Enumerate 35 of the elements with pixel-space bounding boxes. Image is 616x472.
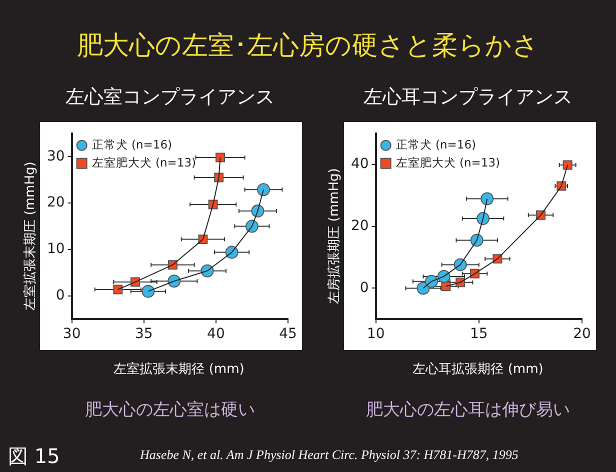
point [257,183,270,196]
x-tick-label: 15 [470,326,488,342]
chart-title: 左心耳コンプライアンス [364,85,572,110]
legend-label: 左室肥大犬 (n=13) [92,155,196,170]
legend-label: 左室肥大犬 (n=13) [396,155,500,170]
y-tick-label: 20 [350,218,369,234]
caption: 図 15 [8,443,60,470]
y-axis-title: 左房拡張期圧 (mmHg) [326,168,343,304]
chart-title: 左心室コンプライアンス [66,85,274,110]
legend-label: 正常犬 (n=16) [92,137,172,152]
legend-label: 正常犬 (n=16) [396,137,476,152]
x-axis-title: 左室拡張末期径 (mm) [114,361,244,378]
y-tick-label: 10 [46,241,65,258]
point [216,152,226,162]
y-tick-label: 20 [46,194,65,211]
y-tick-label: 0 [56,288,65,304]
point [562,160,572,170]
y-tick-label: 0 [360,280,369,296]
y-tick-label: 40 [350,156,369,172]
x-axis-title: 左心耳拡張期径 (mm) [412,361,544,378]
point [142,284,155,298]
text: 肥大心の左心室は硬い [85,399,255,421]
text: 肥大心の左心耳は伸び易い [366,399,570,421]
text: Hasebe N, et al. Am J Physiol Heart Circ. Physiol 37: H781-H787, 1995 [140,447,518,463]
x-tick-label: 20 [573,326,591,342]
y-axis-title: 左室拡張末期圧 (mmHg) [22,162,39,310]
point [480,192,494,206]
x-tick-label: 35 [134,326,153,342]
y-tick-label: 30 [46,148,65,164]
text: 肥大心の左室･左心房の硬さと柔らかさ [77,30,539,63]
point [113,284,123,294]
x-tick-label: 30 [62,326,81,342]
x-tick-label: 40 [207,326,225,342]
x-tick-label: 10 [366,326,385,342]
x-tick-label: 45 [279,326,297,342]
